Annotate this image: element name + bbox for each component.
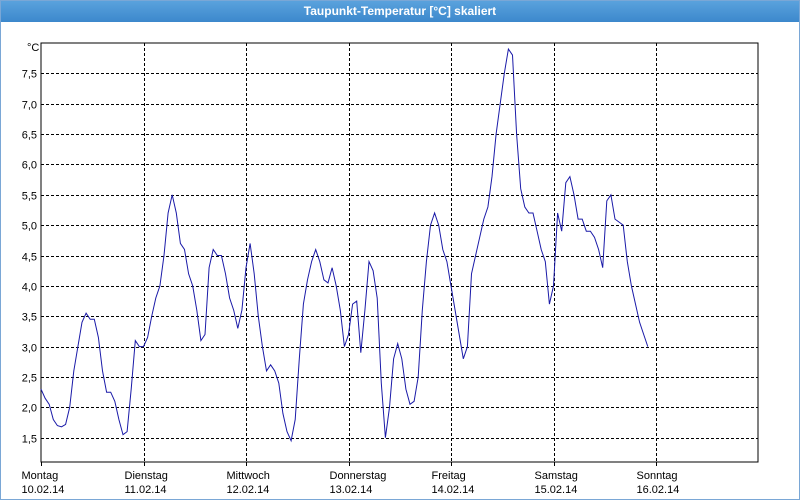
x-tick-date: 16.02.14 bbox=[637, 484, 680, 496]
x-tick-day: Freitag bbox=[432, 470, 466, 482]
series-line bbox=[40, 47, 649, 443]
y-tick-label: 2,5 bbox=[22, 373, 37, 385]
x-tick-day: Montag bbox=[22, 470, 59, 482]
x-tick-day: Samstag bbox=[535, 470, 578, 482]
x-tick-day: Mittwoch bbox=[227, 470, 270, 482]
x-tick-date: 15.02.14 bbox=[535, 484, 578, 496]
y-tick-label: 7,5 bbox=[22, 69, 37, 81]
y-tick-label: 2,0 bbox=[22, 403, 37, 415]
y-tick-label: 5,5 bbox=[22, 191, 37, 203]
y-tick-label: 1,5 bbox=[22, 434, 37, 446]
y-tick-label: 3,0 bbox=[22, 343, 37, 355]
y-tick-label: 4,0 bbox=[22, 282, 37, 294]
y-unit-label: °C bbox=[27, 42, 39, 54]
x-tick-date: 14.02.14 bbox=[432, 484, 475, 496]
grid bbox=[40, 42, 759, 466]
x-tick-date: 11.02.14 bbox=[125, 484, 167, 496]
plot-frame bbox=[40, 42, 759, 463]
y-tick-labels: 1,5 2,0 2,5 3,0 3,5 4,0 4,5 5,0 5,5 6,0 6,5 7,0 7,5 bbox=[22, 69, 37, 446]
y-tick-label: 6,0 bbox=[22, 160, 37, 172]
x-tick-day: Dienstag bbox=[125, 470, 168, 482]
x-tick-day: Sonntag bbox=[637, 470, 678, 482]
y-tick-label: 4,5 bbox=[22, 252, 37, 264]
x-tick-date: 13.02.14 bbox=[330, 484, 373, 496]
y-tick-label: 6,5 bbox=[22, 130, 37, 142]
x-tick-day: Donnerstag bbox=[330, 470, 387, 482]
window-title: Taupunkt-Temperatur [°C] skaliert bbox=[1, 1, 799, 22]
x-tick-date: 10.02.14 bbox=[22, 484, 65, 496]
x-tick-labels: Montag 10.02.14 Dienstag 11.02.14 Mittwoch 12… bbox=[22, 470, 680, 496]
y-tick-label: 3,5 bbox=[22, 312, 37, 324]
x-tick-date: 12.02.14 bbox=[227, 484, 270, 496]
y-tick-label: 7,0 bbox=[22, 100, 37, 112]
dewpoint-chart: °C 1,5 2,0 2,5 3,0 3,5 4,0 4,5 5,0 5,5 6,0 6,5 7,0 7… bbox=[22, 42, 759, 496]
y-tick-label: 5,0 bbox=[22, 221, 37, 233]
